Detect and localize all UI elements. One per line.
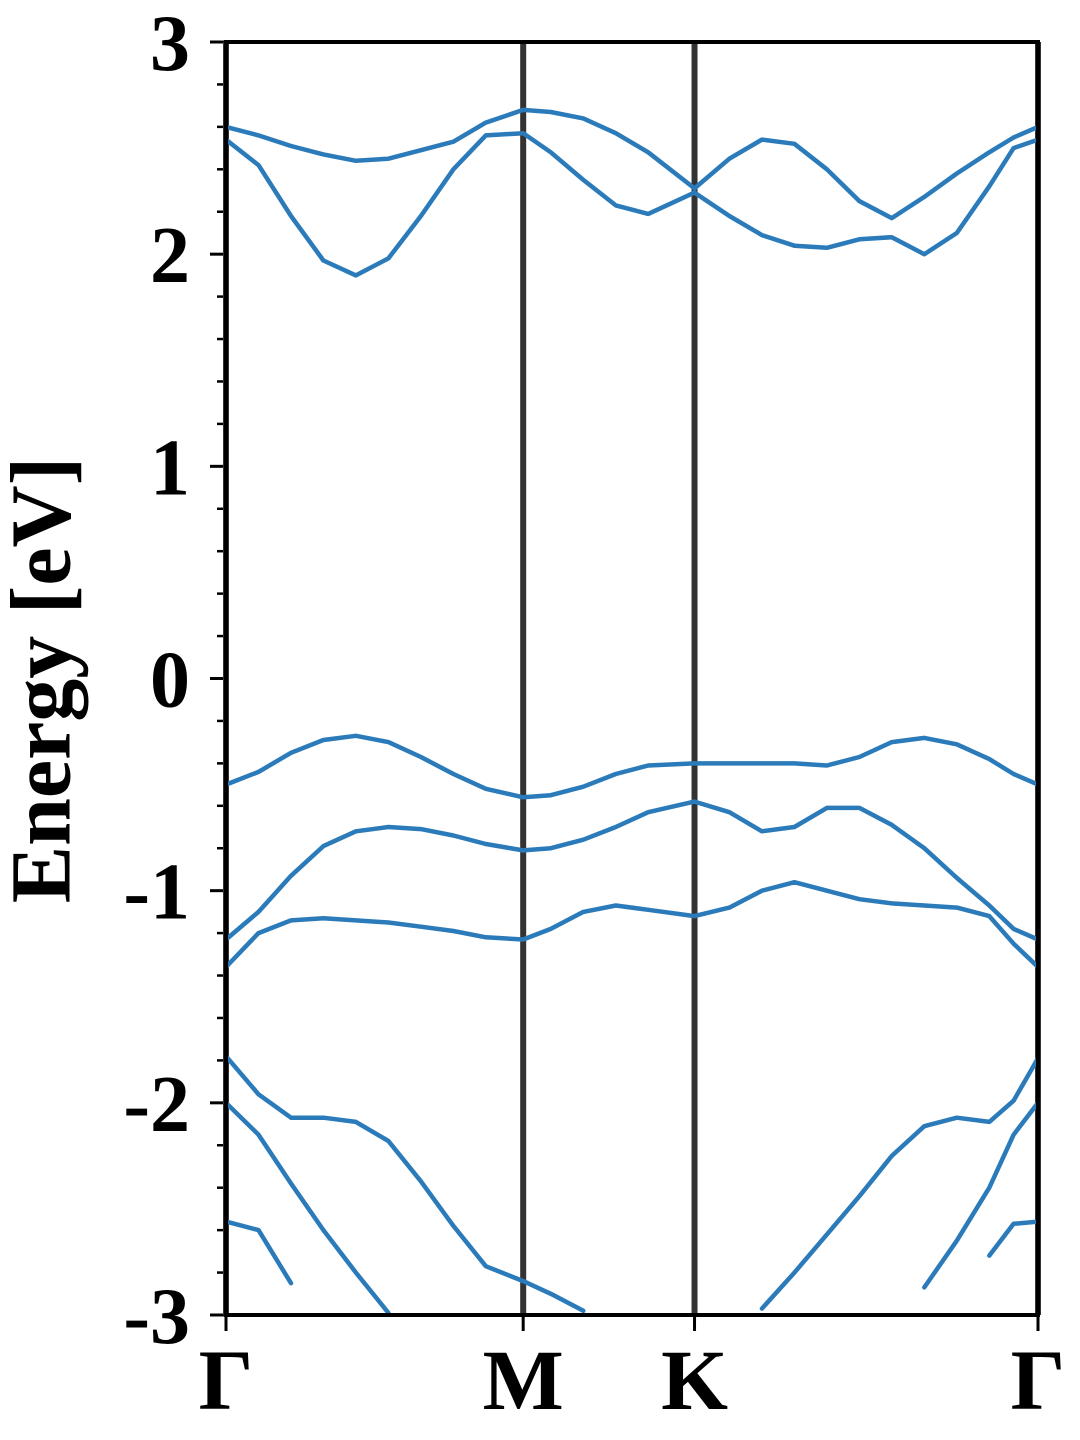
x-tick-label: Γ bbox=[199, 1332, 254, 1428]
y-tick-label: -1 bbox=[123, 849, 190, 937]
y-axis-title: Energy [eV] bbox=[0, 457, 89, 904]
band-line bbox=[226, 1219, 1038, 1286]
x-tick-label: K bbox=[661, 1332, 728, 1428]
band-line bbox=[226, 879, 1038, 970]
band-line bbox=[226, 733, 1038, 800]
y-tick-label: 2 bbox=[150, 212, 190, 300]
y-tick-label: 3 bbox=[150, 0, 190, 88]
band-line bbox=[226, 799, 1038, 942]
y-tick-label: -3 bbox=[123, 1273, 190, 1361]
band-line bbox=[226, 1100, 1038, 1315]
y-tick-label: 1 bbox=[150, 424, 190, 512]
x-tick-label: Γ bbox=[1011, 1332, 1066, 1428]
y-tick-label: 0 bbox=[150, 637, 190, 725]
y-tick-label: -2 bbox=[123, 1061, 190, 1149]
x-tick-label: M bbox=[483, 1332, 564, 1428]
band-line bbox=[226, 1053, 1038, 1314]
plot-frame bbox=[224, 40, 1040, 1317]
band-line bbox=[226, 107, 1038, 221]
band-line bbox=[226, 130, 1038, 278]
